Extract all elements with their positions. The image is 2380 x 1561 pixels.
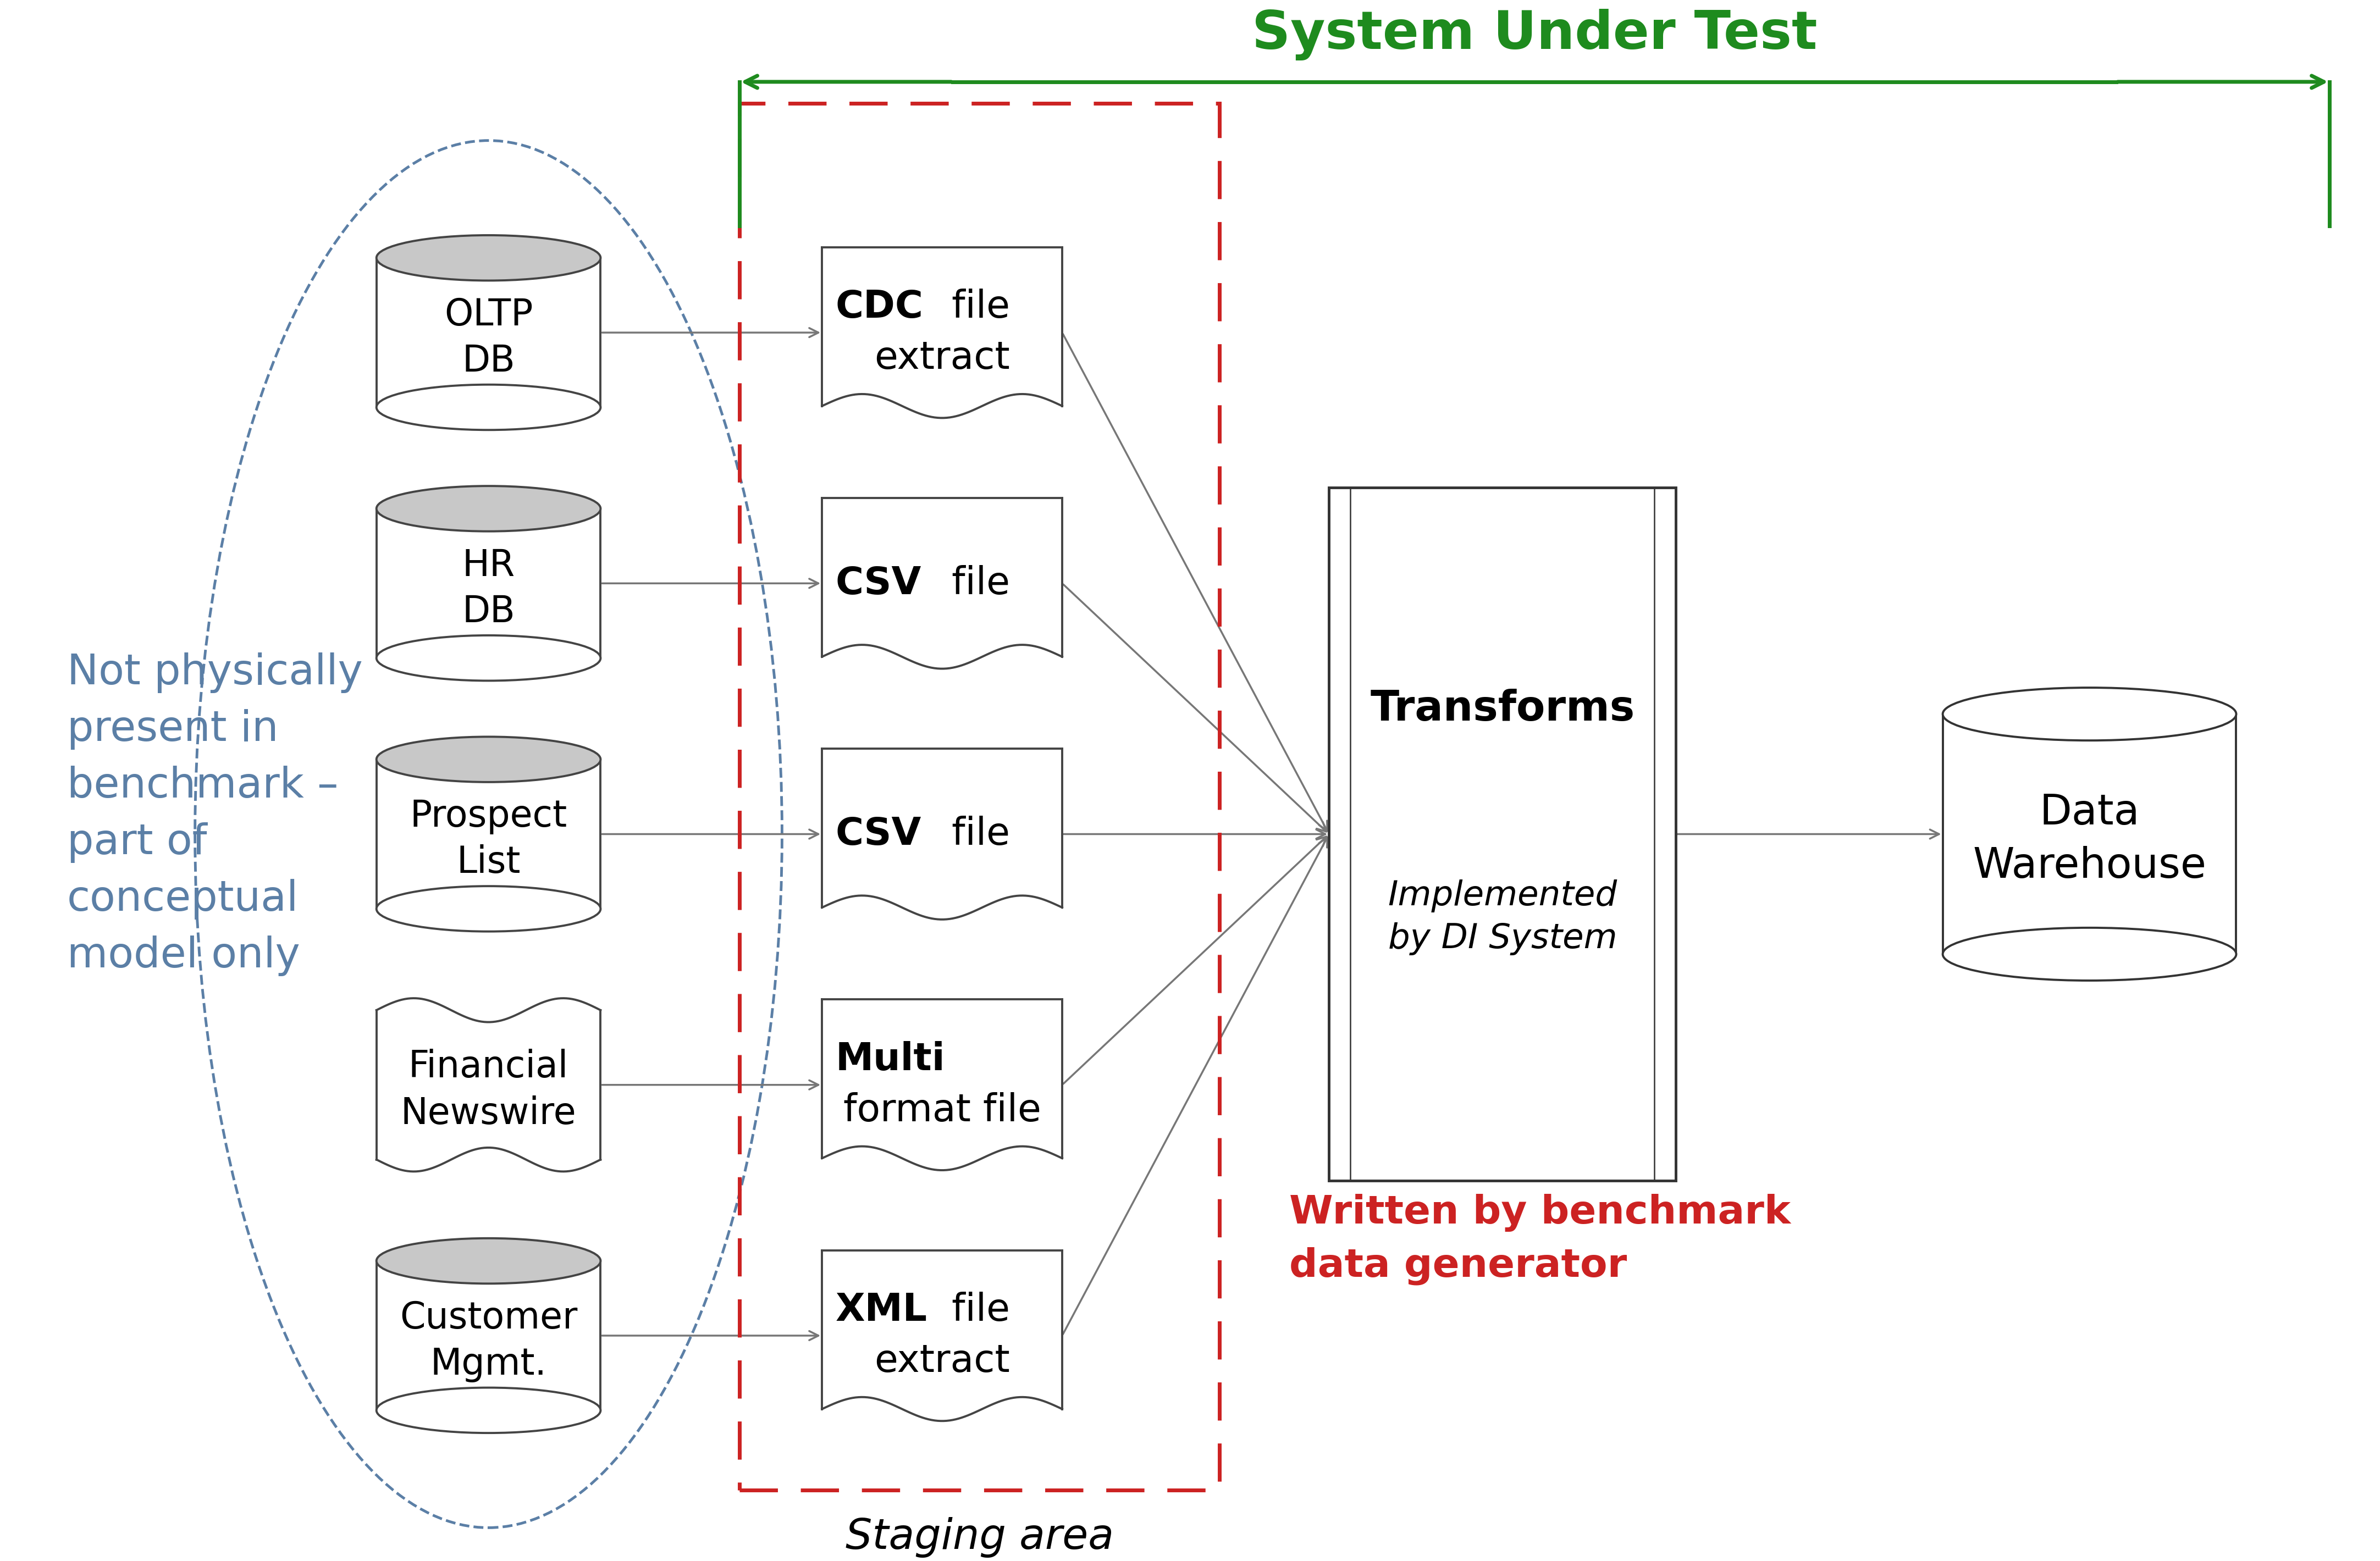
Text: CSV: CSV	[835, 565, 921, 601]
Ellipse shape	[376, 236, 600, 281]
Ellipse shape	[1942, 927, 2237, 980]
Text: Data
Warehouse: Data Warehouse	[1973, 793, 2206, 887]
Bar	[376, 258, 600, 407]
Bar	[821, 247, 1061, 418]
Text: HR
DB: HR DB	[462, 548, 514, 631]
Text: Transforms: Transforms	[1371, 688, 1635, 729]
Bar	[1328, 487, 1676, 1180]
Text: Staging area: Staging area	[845, 1517, 1114, 1558]
Bar	[376, 509, 600, 659]
Bar	[376, 759, 600, 909]
Ellipse shape	[1942, 688, 2237, 740]
Bar	[821, 498, 1061, 668]
Text: extract: extract	[873, 1342, 1009, 1380]
Bar	[376, 1261, 600, 1410]
Text: Written by benchmark
data generator: Written by benchmark data generator	[1290, 1194, 1790, 1285]
Ellipse shape	[376, 485, 600, 531]
Text: Not physically
present in
benchmark –
part of
conceptual
model only: Not physically present in benchmark – pa…	[67, 652, 362, 977]
Text: Financial
Newswire: Financial Newswire	[400, 1049, 576, 1132]
Bar	[821, 999, 1061, 1171]
Bar	[1942, 713, 2237, 954]
Bar	[376, 1010, 600, 1160]
Ellipse shape	[376, 737, 600, 782]
Ellipse shape	[376, 887, 600, 932]
Bar	[821, 1250, 1061, 1421]
Text: Prospect
List: Prospect List	[409, 798, 566, 880]
Text: format file: format file	[843, 1093, 1040, 1129]
Ellipse shape	[376, 1238, 600, 1283]
Text: file: file	[940, 289, 1009, 325]
Text: Customer
Mgmt.: Customer Mgmt.	[400, 1300, 578, 1381]
Text: XML: XML	[835, 1291, 928, 1328]
Bar	[821, 749, 1061, 919]
Text: CSV: CSV	[835, 816, 921, 852]
Ellipse shape	[376, 1388, 600, 1433]
Text: file: file	[940, 816, 1009, 852]
Text: OLTP
DB: OLTP DB	[445, 297, 533, 379]
Text: CDC: CDC	[835, 289, 923, 325]
Text: System Under Test: System Under Test	[1252, 9, 1818, 61]
Ellipse shape	[376, 384, 600, 429]
Text: extract: extract	[873, 340, 1009, 376]
Text: file: file	[940, 565, 1009, 601]
Ellipse shape	[376, 635, 600, 681]
Text: Multi: Multi	[835, 1041, 945, 1077]
Text: file: file	[940, 1291, 1009, 1328]
Text: Implemented
by DI System: Implemented by DI System	[1388, 879, 1616, 955]
